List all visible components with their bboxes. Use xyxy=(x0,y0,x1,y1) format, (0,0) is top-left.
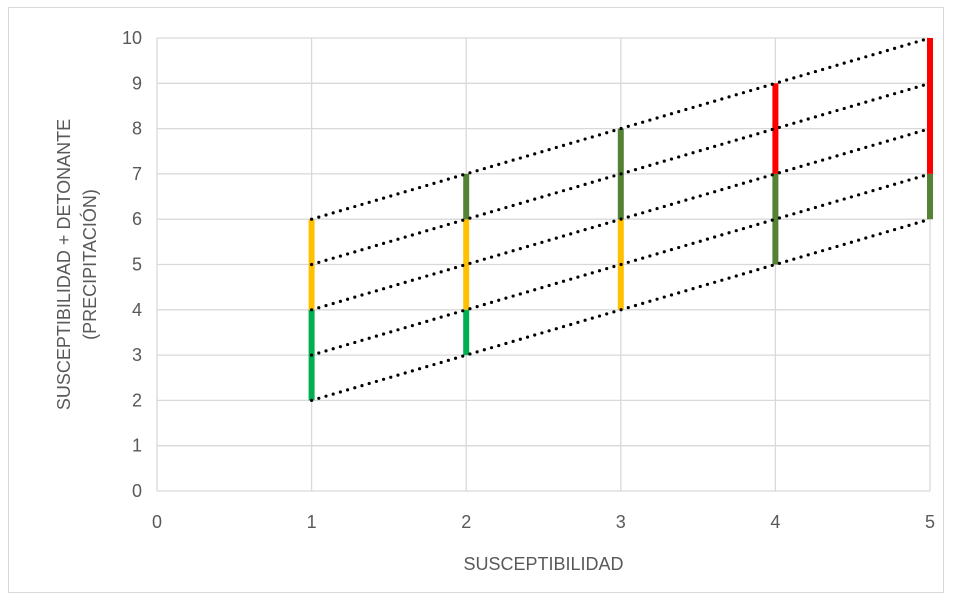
x-axis-title: SUSCEPTIBILIDAD xyxy=(463,554,623,574)
y-tick-label: 3 xyxy=(132,345,142,365)
y-axis-title: SUSCEPTIBILIDAD + DETONANTE (PRECIPITACI… xyxy=(54,119,100,410)
y-tick-label: 4 xyxy=(132,300,142,320)
series-line-2 xyxy=(310,172,932,357)
series-line-3 xyxy=(310,127,932,312)
y-tick-label: 5 xyxy=(132,255,142,275)
x-tick-label: 5 xyxy=(925,512,935,532)
y-axis-title-line-1: SUSCEPTIBILIDAD + DETONANTE xyxy=(54,119,74,410)
y-axis-title-line-2: (PRECIPITACIÓN) xyxy=(79,189,100,340)
series-line-4 xyxy=(310,81,932,267)
x-tick-label: 0 xyxy=(152,512,162,532)
y-tick-label: 0 xyxy=(132,481,142,501)
chart-area xyxy=(8,7,944,593)
y-tick-label: 6 xyxy=(132,209,142,229)
dotted-lines xyxy=(310,36,932,402)
x-tick-label: 1 xyxy=(307,512,317,532)
gridlines xyxy=(156,37,931,492)
y-tick-label: 7 xyxy=(132,164,142,184)
y-tick-label: 9 xyxy=(132,73,142,93)
x-tick-label: 3 xyxy=(616,512,626,532)
series-line-1 xyxy=(310,217,932,402)
x-tick-label: 2 xyxy=(461,512,471,532)
x-tick-label: 4 xyxy=(770,512,780,532)
y-axis-ticks: 0 1 2 3 4 5 6 7 8 9 10 xyxy=(122,28,142,501)
y-tick-label: 8 xyxy=(132,119,142,139)
y-tick-label: 2 xyxy=(132,390,142,410)
series-line-5 xyxy=(310,36,932,221)
y-tick-label: 10 xyxy=(122,28,142,48)
y-tick-label: 1 xyxy=(132,436,142,456)
x-axis-ticks: 0 1 2 3 4 5 xyxy=(152,512,935,532)
